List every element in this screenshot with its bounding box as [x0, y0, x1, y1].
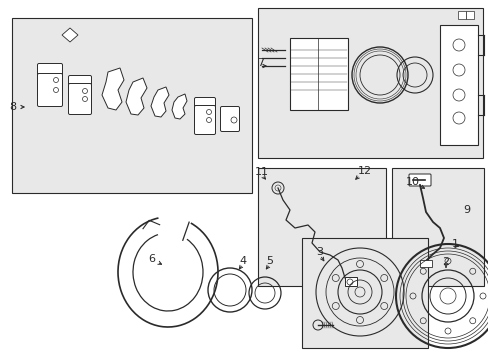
FancyBboxPatch shape: [194, 105, 215, 135]
Text: 11: 11: [254, 167, 268, 177]
Bar: [302, 238, 427, 348]
FancyBboxPatch shape: [68, 84, 91, 114]
Polygon shape: [151, 87, 169, 117]
Bar: [345, 277, 356, 286]
Bar: [258, 8, 482, 158]
Polygon shape: [102, 68, 124, 110]
Polygon shape: [172, 94, 186, 119]
FancyBboxPatch shape: [194, 98, 215, 126]
Bar: [258, 168, 385, 286]
Polygon shape: [126, 78, 147, 115]
Text: 2: 2: [442, 257, 448, 267]
FancyBboxPatch shape: [408, 174, 430, 186]
Bar: [391, 168, 483, 286]
Text: 1: 1: [450, 239, 458, 249]
Text: 8: 8: [9, 102, 17, 112]
Text: 10: 10: [405, 177, 419, 187]
Bar: [465, 11, 473, 19]
Text: 3: 3: [316, 247, 323, 257]
Text: 12: 12: [357, 166, 371, 176]
Bar: [12, 18, 251, 193]
Bar: [439, 25, 477, 145]
Text: 4: 4: [239, 256, 246, 266]
Text: 7: 7: [257, 58, 264, 68]
FancyBboxPatch shape: [68, 76, 91, 107]
Bar: [457, 11, 465, 19]
Polygon shape: [62, 28, 78, 42]
FancyBboxPatch shape: [220, 107, 239, 131]
FancyBboxPatch shape: [38, 73, 62, 107]
Text: 5: 5: [266, 256, 273, 266]
Bar: [419, 260, 431, 267]
Bar: [289, 38, 347, 110]
Text: 6: 6: [148, 254, 155, 264]
FancyBboxPatch shape: [38, 63, 62, 96]
Text: 9: 9: [463, 205, 469, 215]
